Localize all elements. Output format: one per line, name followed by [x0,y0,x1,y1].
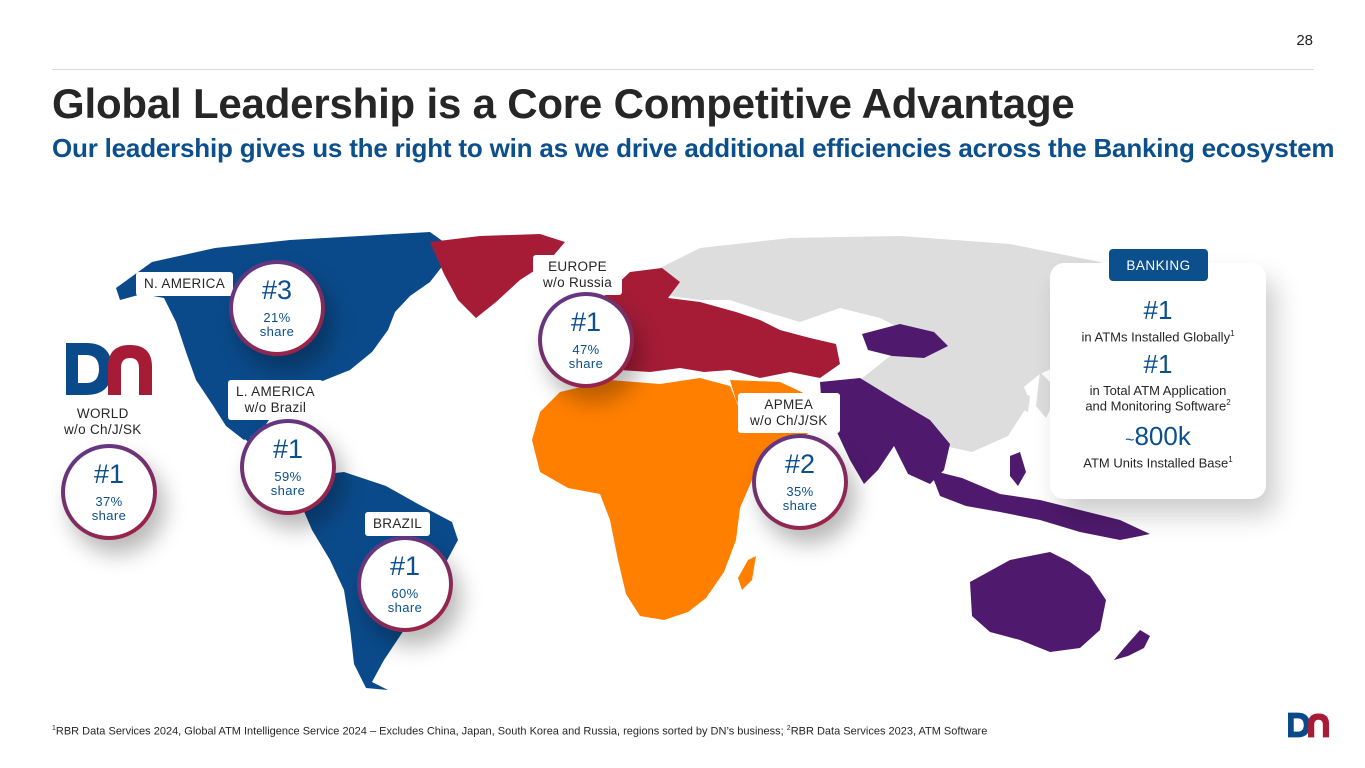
madagascar-region [738,556,756,590]
footnote: 1RBR Data Services 2024, Global ATM Inte… [52,725,988,738]
badge-percent: 37% [95,493,123,509]
dn-logo-icon [1288,712,1330,738]
region-label-europe: EUROPE w/o Russia [533,255,623,296]
badge-share-label: share [782,498,818,514]
southeast-asia-region [930,470,1150,540]
badge-share-label: share [387,600,423,616]
badge-share-label: share [568,356,604,372]
badge-percent: 21% [263,309,291,325]
badge-rank: #2 [784,449,816,480]
page-number: 28 [1296,32,1313,49]
region-label-brazil: BRAZIL [365,512,431,537]
badge-rank: #1 [272,434,304,465]
stat-label: ATM Units Installed Base1 [1083,454,1233,470]
new-zealand-region [1114,630,1150,660]
banking-stat-software: #1 in Total ATM Application and Monitori… [1050,350,1266,415]
apmea-share-badge: #2 35% share [752,434,848,530]
badge-percent: 47% [572,341,600,357]
dn-logo-icon [66,343,152,395]
latin-america-share-badge: #1 59% share [240,419,336,515]
badge-rank: #1 [93,459,125,490]
badge-rank: #1 [570,307,602,338]
page-title: Global Leadership is a Core Competitive … [52,80,1075,127]
region-label-latin-america: L. AMERICA w/o Brazil [228,380,323,421]
region-label-north-america: N. AMERICA [136,272,234,297]
stat-label: in ATMs Installed Globally1 [1081,328,1235,344]
banking-stat-atms-installed: #1 in ATMs Installed Globally1 [1050,296,1266,345]
mongolia-region [862,324,948,358]
banking-tag: BANKING [1109,249,1208,281]
badge-share-label: share [259,324,295,340]
australia-region [970,552,1106,652]
region-label-apmea: APMEA w/o Ch/J/SK [738,393,840,434]
philippines-region [1010,452,1026,486]
china-region [860,338,1030,452]
europe-share-badge: #1 47% share [538,292,634,388]
badge-percent: 35% [786,483,814,499]
stat-value: #1 [1143,295,1173,325]
banking-stat-installed-base: ~800k ATM Units Installed Base1 [1050,422,1266,471]
page-subtitle: Our leadership gives us the right to win… [52,133,1335,163]
south-asia-region [820,378,950,484]
stat-value: #1 [1143,349,1173,379]
greenland-region [430,234,565,318]
badge-share-label: share [91,508,127,524]
europe-region [596,268,840,378]
africa-region [532,378,780,620]
north-america-share-badge: #3 21% share [229,260,325,356]
region-label-world: WORLD w/o Ch/J/SK [64,406,142,438]
russia-region [640,236,1140,398]
badge-rank: #1 [389,551,421,582]
stat-value: ~800k [1125,421,1191,451]
stat-label: in Total ATM Application and Monitoring … [1085,382,1231,414]
badge-percent: 59% [274,468,302,484]
brazil-share-badge: #1 60% share [357,536,453,632]
badge-share-label: share [270,483,306,499]
banking-card [1050,263,1266,499]
japan-korea-region [1018,372,1054,418]
badge-percent: 60% [391,585,419,601]
badge-rank: #3 [261,275,293,306]
header-divider [52,69,1314,70]
world-share-badge: #1 37% share [61,444,157,540]
